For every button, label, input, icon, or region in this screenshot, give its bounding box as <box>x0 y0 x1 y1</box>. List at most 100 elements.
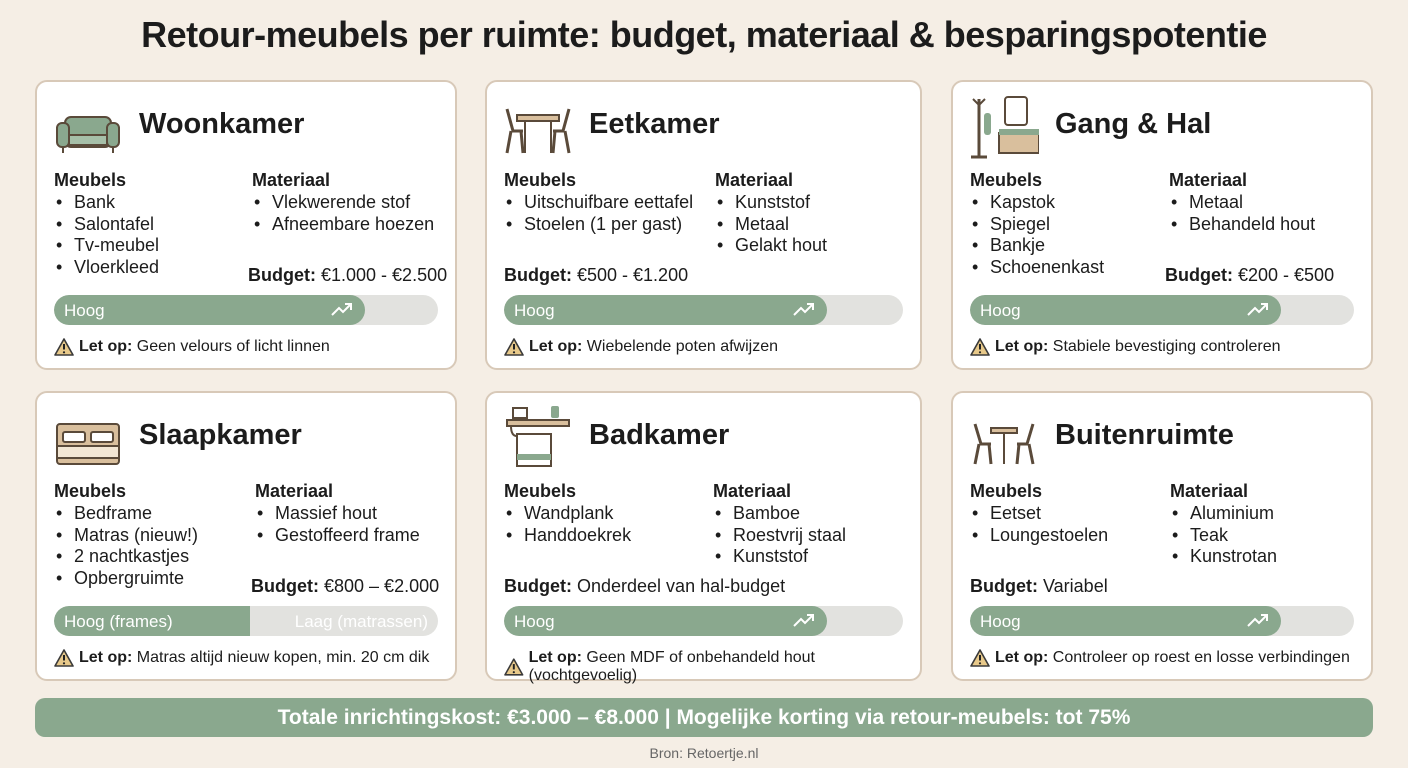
note-text: Let op: Controleer op roest en losse ver… <box>995 649 1350 667</box>
note-value: Controleer op roest en losse verbindinge… <box>1052 649 1350 666</box>
material-list: MateriaalAluminiumTeakKunstrotan <box>1170 481 1277 568</box>
warning-icon <box>54 649 74 667</box>
room-icon <box>973 423 1035 465</box>
list-item: Kunststof <box>715 192 827 214</box>
list-heading: Meubels <box>54 170 127 190</box>
list-item: Kunstrotan <box>1170 546 1277 568</box>
trend-icon <box>793 303 815 316</box>
note-label: Let op: <box>79 649 133 666</box>
source: Bron: Retoertje.nl <box>649 745 759 761</box>
note-value: Geen MDF of onbehandeld hout (vochtgevoe… <box>528 649 815 684</box>
warning-note: Let op: Controleer op roest en losse ver… <box>970 649 1350 667</box>
savings-fill <box>54 295 366 325</box>
bar-label: Hoog <box>514 301 555 320</box>
material-list: MateriaalMetaalBehandeld hout <box>1169 170 1315 235</box>
list-item: Bankje <box>970 235 1104 257</box>
budget-value: Variabel <box>1043 576 1108 596</box>
list-heading: Materiaal <box>252 170 331 190</box>
furniture-list: MeubelsKapstokSpiegelBankjeSchoenenkast <box>970 170 1104 278</box>
warning-icon <box>504 338 524 356</box>
furniture-list: MeubelsEetsetLoungestoelen <box>970 481 1108 546</box>
list-item: Eetset <box>970 503 1108 525</box>
list-item: Vlekwerende stof <box>252 192 434 214</box>
savings-bar: Hoog <box>970 606 1354 636</box>
savings-bar: Hoog (frames) Laag (matrassen) <box>54 606 438 636</box>
list-heading: Materiaal <box>713 481 792 501</box>
warning-note: Let op: Wiebelende poten afwijzen <box>504 338 778 356</box>
note-label: Let op: <box>995 649 1049 666</box>
list-item: Uitschuifbare eettafel <box>504 192 693 214</box>
budget: Budget: €200 - €500 <box>1165 265 1334 286</box>
budget: Budget: Variabel <box>970 576 1108 597</box>
savings-bar: Hoog <box>970 295 1354 325</box>
room-icon <box>56 423 120 465</box>
room-card: Gang & Hal MeubelsKapstokSpiegelBankjeSch… <box>951 80 1373 370</box>
list-item: Bedframe <box>54 503 198 525</box>
material-list: MateriaalKunststofMetaalGelakt hout <box>715 170 827 257</box>
room-title: Eetkamer <box>589 108 720 140</box>
room-card: Woonkamer MeubelsBankSalontafelTv-meubelV… <box>35 80 457 370</box>
room-title: Gang & Hal <box>1055 108 1212 140</box>
bar-label: Hoog <box>64 301 105 320</box>
note-value: Geen velours of licht linnen <box>136 338 330 355</box>
budget: Budget: €800 – €2.000 <box>251 576 439 597</box>
list-item: Afneembare hoezen <box>252 214 434 236</box>
savings-bar: Hoog <box>504 606 903 636</box>
warning-icon <box>970 338 990 356</box>
budget-value: Onderdeel van hal-budget <box>577 576 786 596</box>
room-card: Eetkamer MeubelsUitschuifbare eettafelSto… <box>485 80 922 370</box>
budget-label: Budget: <box>504 576 572 596</box>
list-item: Bamboe <box>713 503 846 525</box>
trend-icon <box>1247 614 1269 627</box>
warning-note: Let op: Matras altijd nieuw kopen, min. … <box>54 649 429 667</box>
list-heading: Materiaal <box>715 170 794 190</box>
room-title: Woonkamer <box>139 108 305 140</box>
list-heading: Materiaal <box>1170 481 1249 501</box>
list-item: Vloerkleed <box>54 257 159 279</box>
room-icon <box>505 108 571 154</box>
note-text: Let op: Matras altijd nieuw kopen, min. … <box>79 649 429 667</box>
list-item: Loungestoelen <box>970 525 1108 547</box>
list-item: Gelakt hout <box>715 235 827 257</box>
material-list: MateriaalVlekwerende stofAfneembare hoez… <box>252 170 434 235</box>
list-item: Handdoekrek <box>504 525 631 547</box>
room-title: Slaapkamer <box>139 419 302 451</box>
list-item: Metaal <box>715 214 827 236</box>
list-item: 2 nachtkastjes <box>54 546 198 568</box>
budget-value: €800 – €2.000 <box>324 576 440 596</box>
note-label: Let op: <box>79 338 133 355</box>
note-text: Let op: Geen velours of licht linnen <box>79 338 330 356</box>
room-icon <box>971 96 1039 159</box>
savings-fill <box>54 606 250 636</box>
budget-label: Budget: <box>504 265 572 285</box>
material-list: MateriaalMassief houtGestoffeerd frame <box>255 481 420 546</box>
room-card: Buitenruimte MeubelsEetsetLoungestoelen Ma… <box>951 391 1373 681</box>
list-item: Stoelen (1 per gast) <box>504 214 693 236</box>
bar-label: Hoog <box>980 612 1021 631</box>
bar-label: Hoog <box>980 301 1021 320</box>
list-item: Opbergruimte <box>54 568 198 590</box>
material-list: MateriaalBamboeRoestvrij staalKunststof <box>713 481 846 568</box>
list-heading: Meubels <box>54 481 127 501</box>
note-text: Let op: Geen MDF of onbehandeld hout (vo… <box>529 649 920 685</box>
list-item: Aluminium <box>1170 503 1277 525</box>
bar-label: Hoog (frames) <box>64 612 173 631</box>
furniture-list: MeubelsBankSalontafelTv-meubelVloerkleed <box>54 170 159 278</box>
note-value: Stabiele bevestiging controleren <box>1052 338 1281 355</box>
room-icon <box>56 116 120 153</box>
savings-bar: Hoog <box>504 295 903 325</box>
furniture-list: MeubelsUitschuifbare eettafelStoelen (1 … <box>504 170 693 235</box>
trend-icon <box>793 614 815 627</box>
list-item: Schoenenkast <box>970 257 1104 279</box>
warning-note: Let op: Stabiele bevestiging controleren <box>970 338 1280 356</box>
list-item: Massief hout <box>255 503 420 525</box>
warning-note: Let op: Geen velours of licht linnen <box>54 338 330 356</box>
list-item: Metaal <box>1169 192 1315 214</box>
page-title: Retour-meubels per ruimte: budget, mater… <box>141 14 1267 55</box>
list-item: Spiegel <box>970 214 1104 236</box>
trend-icon <box>331 303 353 316</box>
budget: Budget: €500 - €1.200 <box>504 265 688 286</box>
note-label: Let op: <box>529 338 583 355</box>
list-item: Bank <box>54 192 159 214</box>
list-heading: Meubels <box>970 481 1043 501</box>
